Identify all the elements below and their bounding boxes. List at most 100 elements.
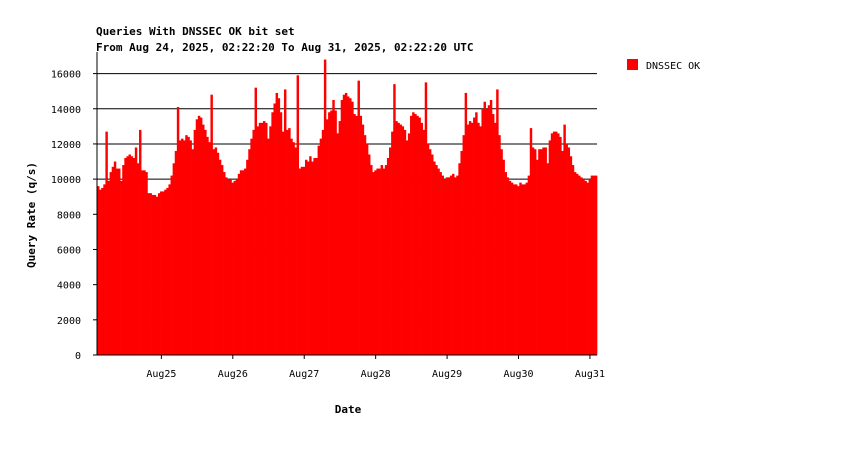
bar (378, 168, 381, 355)
bar (166, 187, 169, 355)
bar (569, 156, 573, 355)
bar (554, 131, 558, 355)
x-tick-label: Aug26 (218, 369, 248, 380)
x-axis: Aug25 Aug26 Aug27 Aug28 Aug29 Aug30 Aug31 (97, 354, 605, 380)
bar (246, 159, 249, 355)
bar (136, 163, 140, 355)
bar (286, 129, 289, 355)
bar (536, 159, 539, 355)
bar (330, 110, 333, 355)
bar (571, 165, 575, 355)
bar (483, 101, 487, 356)
bar (351, 101, 354, 356)
bar (344, 92, 348, 355)
x-tick-label: Aug31 (575, 369, 605, 380)
bar (323, 59, 327, 356)
bar (517, 186, 520, 355)
bar (508, 180, 512, 355)
x-axis-label: Date (335, 403, 362, 416)
bar (559, 136, 562, 355)
bar (468, 121, 472, 355)
bar (563, 124, 566, 355)
bar (475, 112, 478, 356)
bar (162, 191, 165, 355)
bar (328, 112, 331, 356)
bar (220, 165, 224, 355)
bar (151, 194, 155, 355)
bar (227, 179, 230, 355)
chart-subtitle: From Aug 24, 2025, 02:22:20 To Aug 31, 2… (96, 41, 474, 54)
bar (368, 154, 371, 355)
bar (241, 170, 245, 355)
bar (101, 187, 104, 355)
bar (304, 159, 308, 355)
bar (149, 193, 152, 355)
bar (340, 99, 344, 356)
y-tick-label: 16000 (51, 70, 81, 81)
bar (206, 136, 209, 355)
bar (325, 119, 329, 355)
bar (389, 147, 392, 355)
bar (502, 159, 505, 355)
bar (496, 89, 499, 355)
bar (294, 147, 297, 355)
bar (103, 184, 106, 355)
x-tick-label: Aug28 (361, 369, 391, 380)
bar (454, 177, 457, 355)
bar (349, 98, 352, 355)
bar (525, 182, 529, 355)
bar (218, 159, 222, 355)
chart-title: Queries With DNSSEC OK bit set (96, 25, 295, 38)
bar (519, 182, 522, 355)
bar (99, 189, 102, 355)
bar (223, 172, 226, 355)
bar (353, 114, 356, 356)
bar (523, 184, 526, 355)
bar (283, 89, 287, 355)
bar (273, 103, 276, 355)
bar (170, 175, 173, 355)
y-tick-label: 6000 (57, 245, 81, 256)
bar (491, 114, 495, 356)
bar (237, 173, 241, 355)
bar (300, 166, 304, 355)
bar (575, 173, 579, 355)
bar (281, 131, 285, 355)
bar (271, 112, 274, 356)
bar (439, 172, 442, 355)
bar (214, 147, 218, 355)
bar (250, 138, 253, 355)
bar (262, 121, 266, 355)
bar (120, 180, 123, 355)
bar (176, 107, 180, 355)
bar (410, 115, 413, 355)
bar (391, 131, 394, 355)
bar (506, 177, 510, 355)
bar (113, 161, 117, 355)
bar (160, 191, 163, 355)
bar (130, 156, 134, 355)
bar (422, 129, 426, 355)
bar (355, 115, 358, 355)
bar (489, 99, 493, 356)
bar (445, 177, 449, 355)
bar (473, 117, 476, 355)
bar (139, 129, 142, 355)
bar (393, 84, 396, 355)
bar (561, 150, 564, 355)
bar (552, 131, 556, 355)
bar (145, 172, 148, 355)
bar (225, 177, 228, 355)
bar (208, 142, 211, 355)
bar (403, 129, 407, 355)
bar (111, 166, 115, 355)
bar (107, 180, 110, 355)
bar (319, 138, 323, 355)
bar (363, 135, 367, 355)
bar (229, 179, 232, 355)
bar (254, 87, 258, 356)
bar (567, 147, 571, 355)
bar (533, 149, 537, 355)
bar (500, 149, 503, 355)
